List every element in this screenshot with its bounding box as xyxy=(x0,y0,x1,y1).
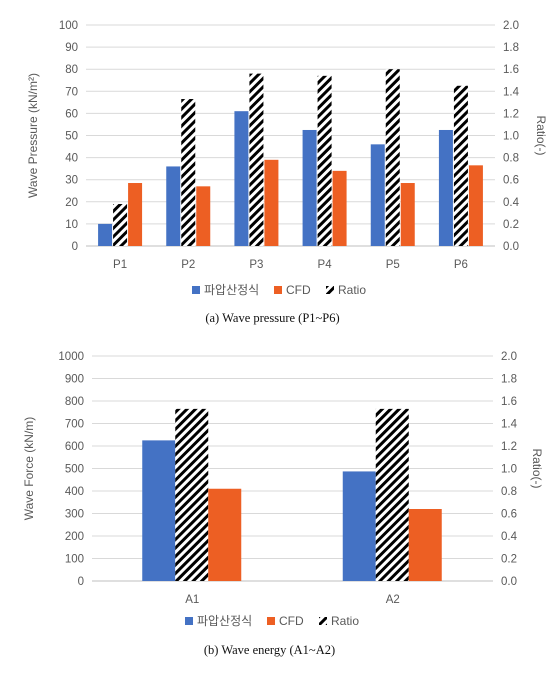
y-axis-title: Wave Pressure (kN/m²) xyxy=(26,73,40,198)
y-axis-title: Wave Force (kN/m) xyxy=(22,417,36,521)
y-tick-label: 30 xyxy=(65,175,78,187)
category-label: P5 xyxy=(386,259,400,271)
legend-label: 파압산정식 xyxy=(197,614,252,628)
bar--p5 xyxy=(370,144,385,246)
category-label: P4 xyxy=(318,259,333,271)
legend-swatch xyxy=(319,617,327,625)
category-label: P3 xyxy=(249,259,263,271)
y2-tick-label: 0.4 xyxy=(503,197,520,209)
bar-ratio-p2 xyxy=(181,99,196,246)
y2-tick-label: 0.2 xyxy=(501,554,517,566)
y2-tick-label: 0.0 xyxy=(503,241,519,253)
y-tick-label: 400 xyxy=(65,486,84,498)
y-tick-label: 900 xyxy=(65,374,84,386)
bar-ratio-p1 xyxy=(113,204,128,246)
y-tick-label: 200 xyxy=(65,531,84,543)
y2-tick-label: 0.2 xyxy=(503,219,519,231)
y-tick-label: 90 xyxy=(65,42,78,54)
bar-cfd-a1 xyxy=(208,488,242,581)
bar-cfd-p3 xyxy=(264,159,279,246)
legend-label: Ratio xyxy=(338,283,366,297)
y-tick-label: 700 xyxy=(65,419,84,431)
bar--a2 xyxy=(342,471,376,581)
y2-tick-label: 0.0 xyxy=(501,576,517,588)
y-tick-label: 10 xyxy=(65,219,78,231)
y-tick-label: 1000 xyxy=(58,351,84,363)
bar--p4 xyxy=(302,129,317,246)
y-tick-label: 20 xyxy=(65,197,78,209)
y-tick-label: 60 xyxy=(65,108,78,120)
y2-tick-label: 0.4 xyxy=(501,531,518,543)
category-label: A2 xyxy=(386,594,400,606)
bar-cfd-a2 xyxy=(408,509,442,581)
wave-pressure-chart: 0 0.0 10 0.2 20 0.4 30 0.6 40 0.8 50 1.0 60 1.2 70 1.4 8… xyxy=(26,20,548,325)
bar-cfd-p4 xyxy=(332,170,347,246)
legend-swatch xyxy=(185,617,193,625)
figure-caption: (b) Wave energy (A1~A2) xyxy=(204,643,335,657)
bar-ratio-p5 xyxy=(385,69,400,246)
category-label: P2 xyxy=(181,259,195,271)
y2-tick-label: 1.4 xyxy=(503,86,520,98)
y2-tick-label: 1.6 xyxy=(503,64,519,76)
bar-ratio-a1 xyxy=(175,408,209,581)
y2-tick-label: 1.2 xyxy=(503,108,519,120)
y2-tick-label: 0.6 xyxy=(501,509,517,521)
y-tick-label: 40 xyxy=(65,153,78,165)
y-tick-label: 300 xyxy=(65,509,84,521)
y-tick-label: 800 xyxy=(65,396,84,408)
legend-label: CFD xyxy=(279,614,304,628)
bar-ratio-p4 xyxy=(317,75,332,246)
legend-label: 파압산정식 xyxy=(204,283,259,297)
bar--p6 xyxy=(438,129,453,246)
bar--p2 xyxy=(166,166,181,246)
y-tick-label: 0 xyxy=(78,576,84,588)
y-tick-label: 70 xyxy=(65,86,78,98)
y2-tick-label: 1.0 xyxy=(503,131,519,143)
y2-tick-label: 2.0 xyxy=(501,351,517,363)
bar-ratio-a2 xyxy=(375,408,409,581)
y-tick-label: 100 xyxy=(65,554,84,566)
y2-tick-label: 1.0 xyxy=(501,464,517,476)
bar--a1 xyxy=(142,440,176,581)
wave-force-chart: 0 0.0 100 0.2 200 0.4 300 0.6 400 0.8 500 1.0 600 1.2… xyxy=(22,351,544,657)
legend-swatch xyxy=(326,286,334,294)
legend-swatch xyxy=(267,617,275,625)
y2-axis-title: Ratio(-) xyxy=(534,115,548,155)
y-tick-label: 500 xyxy=(65,464,84,476)
bar--p3 xyxy=(234,111,249,246)
category-label: P1 xyxy=(113,259,127,271)
y-tick-label: 80 xyxy=(65,64,78,76)
bar--p1 xyxy=(98,223,113,246)
y2-tick-label: 2.0 xyxy=(503,20,519,32)
y2-tick-label: 1.6 xyxy=(501,396,517,408)
y2-tick-label: 0.8 xyxy=(503,153,519,165)
legend-label: Ratio xyxy=(331,614,359,628)
y2-tick-label: 1.2 xyxy=(501,441,517,453)
bar-cfd-p1 xyxy=(128,183,143,246)
y2-tick-label: 1.8 xyxy=(501,374,517,386)
legend-swatch xyxy=(274,286,282,294)
bar-cfd-p2 xyxy=(196,186,211,246)
legend-label: CFD xyxy=(286,283,311,297)
y2-axis-title: Ratio(-) xyxy=(530,448,544,488)
legend-swatch xyxy=(192,286,200,294)
y-tick-label: 50 xyxy=(65,131,78,143)
y2-tick-label: 0.6 xyxy=(503,175,519,187)
figure-caption: (a) Wave pressure (P1~P6) xyxy=(205,311,339,325)
category-label: P6 xyxy=(454,259,468,271)
y-tick-label: 100 xyxy=(59,20,78,32)
bar-cfd-p6 xyxy=(468,165,483,246)
y-tick-label: 0 xyxy=(72,241,78,253)
bar-cfd-p5 xyxy=(400,183,415,246)
y2-tick-label: 1.8 xyxy=(503,42,519,54)
y-tick-label: 600 xyxy=(65,441,84,453)
y2-tick-label: 0.8 xyxy=(501,486,517,498)
y2-tick-label: 1.4 xyxy=(501,419,518,431)
bar-ratio-p6 xyxy=(453,85,468,247)
bar-ratio-p3 xyxy=(249,73,264,247)
category-label: A1 xyxy=(185,594,199,606)
